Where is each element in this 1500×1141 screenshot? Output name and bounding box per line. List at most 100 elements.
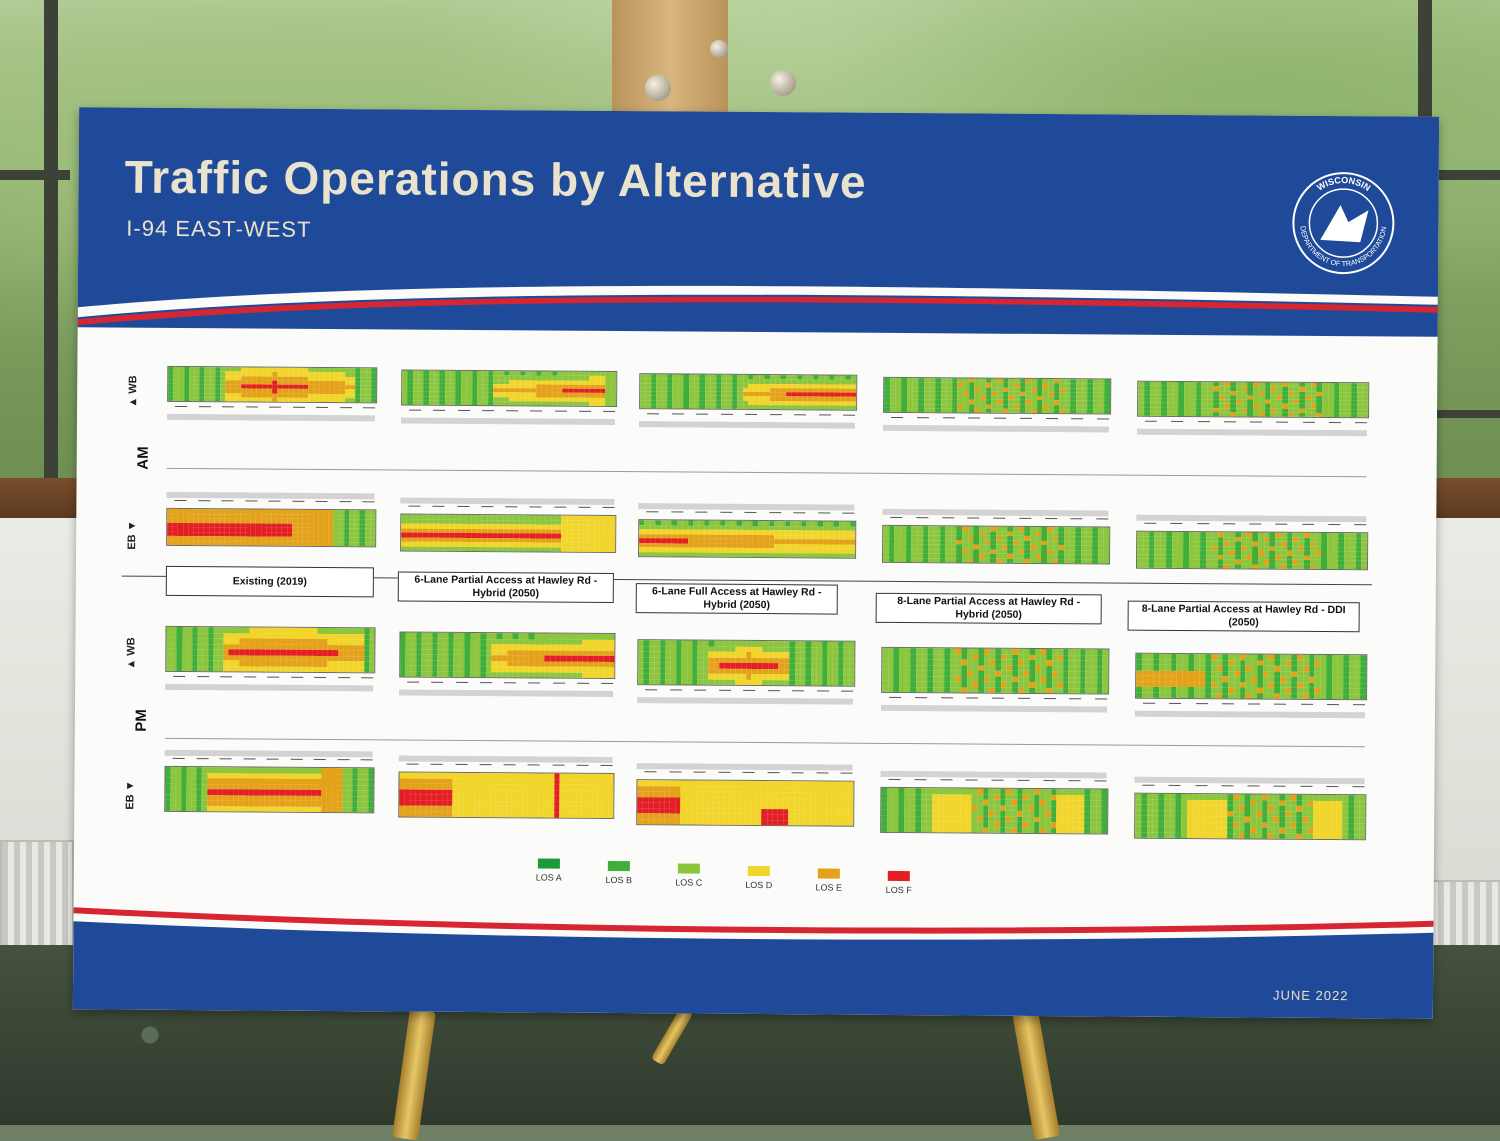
los-heatmap (167, 365, 378, 404)
interchange-marker (1170, 522, 1183, 530)
interchange-marker (1222, 523, 1236, 531)
heatmap-cell (1104, 409, 1111, 414)
los-heatmap (1135, 530, 1369, 571)
interchange-marker (671, 413, 684, 421)
interchange-marker (175, 405, 188, 414)
interchange-marker (1144, 522, 1157, 530)
interchange-marker (646, 413, 660, 421)
interchange-marker (767, 690, 780, 698)
interchange-marker (1301, 523, 1314, 531)
interchange-marker (479, 682, 492, 690)
interchange-marker (362, 501, 375, 509)
interchange-marker (1249, 421, 1262, 429)
interchange-marker (431, 681, 444, 689)
window-mullion (1420, 410, 1500, 418)
interchange-marker (481, 410, 494, 418)
interchange-marker (1044, 518, 1057, 526)
road-schematic (882, 508, 1109, 517)
interchange-marker (1354, 524, 1367, 532)
interchange-marker (408, 505, 421, 513)
heatmap-cell (1361, 564, 1368, 570)
interchange-marker (1019, 417, 1032, 425)
heatmap-cell (369, 541, 376, 547)
board-subtitle: I-94 EAST-WEST (126, 215, 312, 242)
interchange-marker (1043, 698, 1056, 706)
road-schematic (165, 683, 374, 692)
interchange-marker (695, 511, 708, 519)
interchange-marker (196, 676, 209, 684)
interchange-marker (670, 511, 683, 519)
interchange-marker (695, 413, 709, 421)
interchange-marker (940, 697, 953, 705)
los-heatmap (165, 625, 376, 674)
heatmap-cell (370, 398, 377, 403)
interchange-marker (1247, 703, 1261, 711)
interchange-marker (1017, 697, 1030, 705)
window-mullion (0, 170, 70, 180)
interchange-marker (768, 512, 781, 520)
easel-top (612, 0, 728, 120)
interchange-marker (221, 500, 234, 508)
interchange-marker (992, 697, 1005, 705)
interchange-marker (916, 517, 929, 525)
interchange-marker (601, 682, 614, 691)
interchange-marker (816, 690, 829, 698)
interchange-marker (1071, 418, 1084, 426)
road-schematic (399, 689, 614, 698)
los-heatmap (882, 524, 1111, 565)
interchange-marker (792, 690, 805, 698)
interchange-marker (316, 406, 329, 415)
window-mullion (44, 0, 58, 480)
interchange-marker (914, 697, 927, 705)
radiator (0, 840, 74, 954)
los-heatmap (166, 507, 377, 548)
interchange-marker (1354, 422, 1367, 430)
road-schematic (637, 697, 854, 705)
interchange-marker (743, 689, 756, 697)
interchange-marker (769, 414, 782, 422)
interchange-marker (268, 500, 281, 508)
interchange-marker (578, 410, 591, 418)
los-heatmap (1137, 380, 1370, 419)
interchange-marker (245, 406, 258, 414)
los-heatmap (164, 765, 375, 814)
interchange-marker (1223, 421, 1236, 429)
heatmap-cell (1362, 412, 1369, 418)
interchange-marker (198, 406, 211, 414)
interchange-marker (1249, 523, 1262, 531)
interchange-marker (220, 676, 233, 684)
easel-knob (645, 75, 671, 101)
board-title: Traffic Operations by Alternative (124, 150, 867, 208)
interchange-marker (481, 506, 494, 514)
heatmap-cell (1102, 687, 1109, 694)
interchange-marker (409, 409, 422, 417)
los-heatmap (637, 639, 856, 687)
los-heatmap (1135, 652, 1368, 701)
interchange-marker (968, 417, 981, 425)
interchange-marker (1274, 703, 1287, 711)
interchange-marker (578, 506, 591, 514)
interchange-marker (602, 506, 615, 515)
interchange-marker (554, 410, 567, 418)
los-heatmap (639, 373, 858, 411)
interchange-marker (267, 676, 280, 684)
heatmap-cell (609, 547, 616, 553)
interchange-marker (173, 675, 186, 684)
interchange-marker (1070, 518, 1083, 526)
interchange-marker (269, 406, 282, 414)
interchange-marker (433, 409, 446, 417)
interchange-marker (337, 677, 350, 685)
heatmap-cell (848, 680, 855, 686)
interchange-marker (966, 697, 979, 705)
interchange-marker (290, 676, 303, 684)
heatmap-cell (1103, 558, 1110, 564)
interchange-marker (842, 414, 856, 422)
interchange-marker (793, 414, 807, 422)
interchange-marker (646, 511, 659, 519)
road-schematic (1136, 514, 1367, 523)
interchange-marker (315, 500, 328, 509)
interchange-marker (993, 417, 1007, 425)
road-schematic (1136, 428, 1367, 437)
wisdot-seal-icon: WISCONSIN DEPARTMENT OF TRANSPORTATION (1292, 172, 1395, 275)
interchange-marker (1142, 702, 1156, 710)
